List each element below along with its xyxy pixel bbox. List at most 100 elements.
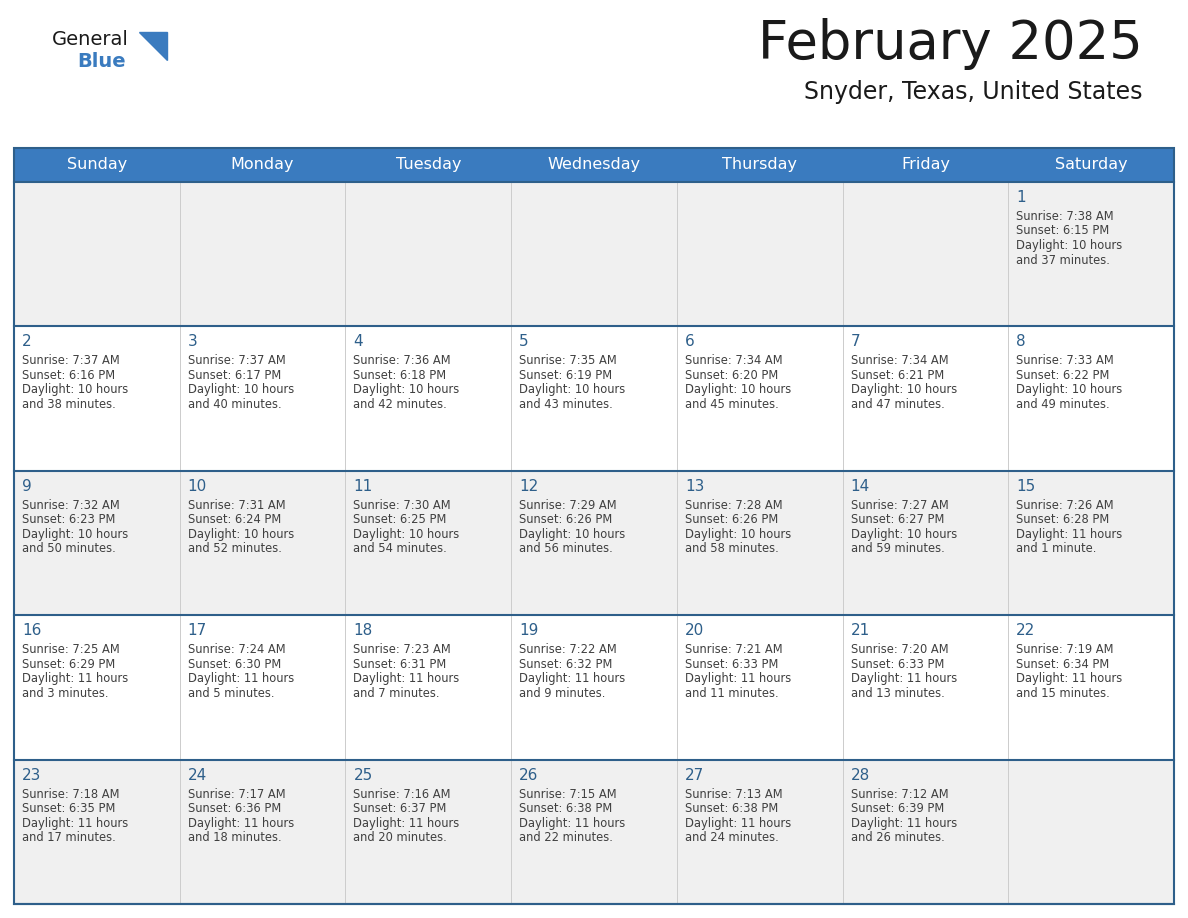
Text: Saturday: Saturday bbox=[1055, 158, 1127, 173]
Text: 25: 25 bbox=[353, 767, 373, 783]
Text: Sunset: 6:22 PM: Sunset: 6:22 PM bbox=[1016, 369, 1110, 382]
Text: 11: 11 bbox=[353, 479, 373, 494]
Text: Sunrise: 7:36 AM: Sunrise: 7:36 AM bbox=[353, 354, 451, 367]
Text: 15: 15 bbox=[1016, 479, 1036, 494]
Text: Daylight: 11 hours: Daylight: 11 hours bbox=[684, 817, 791, 830]
Text: and 42 minutes.: and 42 minutes. bbox=[353, 397, 447, 411]
Text: Sunrise: 7:33 AM: Sunrise: 7:33 AM bbox=[1016, 354, 1114, 367]
Text: 18: 18 bbox=[353, 623, 373, 638]
Text: and 45 minutes.: and 45 minutes. bbox=[684, 397, 778, 411]
Text: and 3 minutes.: and 3 minutes. bbox=[23, 687, 108, 700]
Text: Sunset: 6:21 PM: Sunset: 6:21 PM bbox=[851, 369, 943, 382]
Text: and 22 minutes.: and 22 minutes. bbox=[519, 831, 613, 844]
Text: 13: 13 bbox=[684, 479, 704, 494]
Text: Daylight: 10 hours: Daylight: 10 hours bbox=[353, 528, 460, 541]
Text: Daylight: 10 hours: Daylight: 10 hours bbox=[519, 528, 625, 541]
Text: Friday: Friday bbox=[901, 158, 950, 173]
Text: Daylight: 11 hours: Daylight: 11 hours bbox=[851, 817, 956, 830]
Text: Daylight: 11 hours: Daylight: 11 hours bbox=[23, 817, 128, 830]
Text: Daylight: 10 hours: Daylight: 10 hours bbox=[188, 384, 293, 397]
Text: Sunrise: 7:16 AM: Sunrise: 7:16 AM bbox=[353, 788, 451, 800]
Text: Sunset: 6:20 PM: Sunset: 6:20 PM bbox=[684, 369, 778, 382]
Text: Sunday: Sunday bbox=[67, 158, 127, 173]
Text: Daylight: 10 hours: Daylight: 10 hours bbox=[23, 528, 128, 541]
Text: 19: 19 bbox=[519, 623, 538, 638]
Text: Daylight: 11 hours: Daylight: 11 hours bbox=[188, 817, 293, 830]
Text: Sunrise: 7:26 AM: Sunrise: 7:26 AM bbox=[1016, 498, 1114, 512]
Text: Sunset: 6:23 PM: Sunset: 6:23 PM bbox=[23, 513, 115, 526]
Text: Daylight: 10 hours: Daylight: 10 hours bbox=[519, 384, 625, 397]
Text: Daylight: 10 hours: Daylight: 10 hours bbox=[1016, 384, 1123, 397]
Text: Daylight: 11 hours: Daylight: 11 hours bbox=[519, 817, 625, 830]
Text: Sunrise: 7:21 AM: Sunrise: 7:21 AM bbox=[684, 644, 783, 656]
Text: and 26 minutes.: and 26 minutes. bbox=[851, 831, 944, 844]
Text: Sunrise: 7:38 AM: Sunrise: 7:38 AM bbox=[1016, 210, 1114, 223]
Text: 26: 26 bbox=[519, 767, 538, 783]
Text: 4: 4 bbox=[353, 334, 364, 350]
Text: and 17 minutes.: and 17 minutes. bbox=[23, 831, 115, 844]
Text: Sunset: 6:38 PM: Sunset: 6:38 PM bbox=[684, 802, 778, 815]
Text: 20: 20 bbox=[684, 623, 704, 638]
Text: Sunset: 6:37 PM: Sunset: 6:37 PM bbox=[353, 802, 447, 815]
Text: Sunset: 6:24 PM: Sunset: 6:24 PM bbox=[188, 513, 282, 526]
Text: Daylight: 11 hours: Daylight: 11 hours bbox=[519, 672, 625, 685]
Text: and 5 minutes.: and 5 minutes. bbox=[188, 687, 274, 700]
Text: Tuesday: Tuesday bbox=[396, 158, 461, 173]
Text: Sunrise: 7:20 AM: Sunrise: 7:20 AM bbox=[851, 644, 948, 656]
Text: Daylight: 10 hours: Daylight: 10 hours bbox=[684, 528, 791, 541]
Text: Sunset: 6:16 PM: Sunset: 6:16 PM bbox=[23, 369, 115, 382]
Text: and 24 minutes.: and 24 minutes. bbox=[684, 831, 778, 844]
Text: Daylight: 11 hours: Daylight: 11 hours bbox=[1016, 528, 1123, 541]
Text: and 43 minutes.: and 43 minutes. bbox=[519, 397, 613, 411]
Text: Sunset: 6:34 PM: Sunset: 6:34 PM bbox=[1016, 657, 1110, 671]
Text: Sunrise: 7:29 AM: Sunrise: 7:29 AM bbox=[519, 498, 617, 512]
Text: 10: 10 bbox=[188, 479, 207, 494]
Text: Sunrise: 7:27 AM: Sunrise: 7:27 AM bbox=[851, 498, 948, 512]
Text: 24: 24 bbox=[188, 767, 207, 783]
Text: Daylight: 10 hours: Daylight: 10 hours bbox=[353, 384, 460, 397]
Text: Sunrise: 7:34 AM: Sunrise: 7:34 AM bbox=[684, 354, 783, 367]
Text: 5: 5 bbox=[519, 334, 529, 350]
Text: Daylight: 10 hours: Daylight: 10 hours bbox=[851, 528, 956, 541]
Bar bbox=[14, 148, 1174, 904]
Text: Sunrise: 7:13 AM: Sunrise: 7:13 AM bbox=[684, 788, 783, 800]
Text: Blue: Blue bbox=[77, 52, 126, 71]
Text: Daylight: 10 hours: Daylight: 10 hours bbox=[1016, 239, 1123, 252]
Polygon shape bbox=[139, 32, 168, 60]
Text: 21: 21 bbox=[851, 623, 870, 638]
Text: Sunset: 6:36 PM: Sunset: 6:36 PM bbox=[188, 802, 282, 815]
Text: and 20 minutes.: and 20 minutes. bbox=[353, 831, 447, 844]
Text: Sunrise: 7:17 AM: Sunrise: 7:17 AM bbox=[188, 788, 285, 800]
Text: Sunset: 6:33 PM: Sunset: 6:33 PM bbox=[684, 657, 778, 671]
Text: Daylight: 10 hours: Daylight: 10 hours bbox=[23, 384, 128, 397]
Text: Monday: Monday bbox=[230, 158, 295, 173]
Text: Snyder, Texas, United States: Snyder, Texas, United States bbox=[804, 80, 1143, 104]
Text: 14: 14 bbox=[851, 479, 870, 494]
Text: and 52 minutes.: and 52 minutes. bbox=[188, 543, 282, 555]
Text: Sunrise: 7:18 AM: Sunrise: 7:18 AM bbox=[23, 788, 120, 800]
Text: Sunset: 6:31 PM: Sunset: 6:31 PM bbox=[353, 657, 447, 671]
Text: and 54 minutes.: and 54 minutes. bbox=[353, 543, 447, 555]
Text: and 37 minutes.: and 37 minutes. bbox=[1016, 253, 1110, 266]
Text: Sunset: 6:32 PM: Sunset: 6:32 PM bbox=[519, 657, 613, 671]
Text: 8: 8 bbox=[1016, 334, 1026, 350]
Text: General: General bbox=[52, 30, 128, 49]
Text: Thursday: Thursday bbox=[722, 158, 797, 173]
Text: Sunset: 6:33 PM: Sunset: 6:33 PM bbox=[851, 657, 944, 671]
Text: and 18 minutes.: and 18 minutes. bbox=[188, 831, 282, 844]
Text: and 58 minutes.: and 58 minutes. bbox=[684, 543, 778, 555]
Text: Sunrise: 7:37 AM: Sunrise: 7:37 AM bbox=[23, 354, 120, 367]
Bar bbox=[14, 182, 1174, 327]
Text: and 49 minutes.: and 49 minutes. bbox=[1016, 397, 1110, 411]
Text: and 9 minutes.: and 9 minutes. bbox=[519, 687, 606, 700]
Text: Sunrise: 7:32 AM: Sunrise: 7:32 AM bbox=[23, 498, 120, 512]
Text: 23: 23 bbox=[23, 767, 42, 783]
Text: 12: 12 bbox=[519, 479, 538, 494]
Text: Sunset: 6:39 PM: Sunset: 6:39 PM bbox=[851, 802, 943, 815]
Bar bbox=[14, 615, 1174, 759]
Bar bbox=[14, 327, 1174, 471]
Text: Daylight: 11 hours: Daylight: 11 hours bbox=[1016, 672, 1123, 685]
Text: Daylight: 11 hours: Daylight: 11 hours bbox=[188, 672, 293, 685]
Text: Sunrise: 7:23 AM: Sunrise: 7:23 AM bbox=[353, 644, 451, 656]
Text: Wednesday: Wednesday bbox=[548, 158, 640, 173]
